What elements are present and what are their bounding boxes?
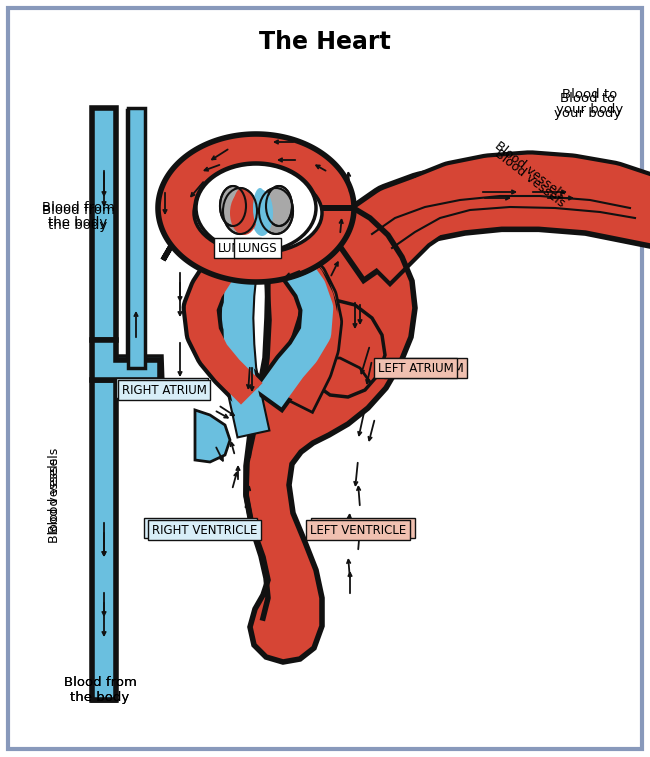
Ellipse shape [166, 145, 350, 281]
Ellipse shape [266, 186, 292, 226]
Ellipse shape [259, 188, 293, 234]
Text: The Heart: The Heart [259, 30, 391, 54]
Text: RIGHT VENTRICLE: RIGHT VENTRICLE [152, 524, 257, 537]
Ellipse shape [253, 188, 267, 228]
Polygon shape [93, 110, 115, 345]
Polygon shape [128, 108, 145, 368]
Text: LUNGS: LUNGS [218, 241, 257, 254]
Text: Blood vessels: Blood vessels [493, 139, 567, 201]
Text: LUNGS: LUNGS [238, 241, 278, 254]
Text: Blood from
the body: Blood from the body [42, 204, 114, 232]
Polygon shape [93, 345, 165, 380]
Text: LEFT ATRIUM: LEFT ATRIUM [378, 362, 454, 375]
Text: Blood vessels: Blood vessels [493, 147, 567, 210]
Text: Blood from
the body: Blood from the body [64, 676, 136, 704]
Text: LEFT ATRIUM: LEFT ATRIUM [388, 362, 463, 375]
Text: LEFT VENTRICLE: LEFT VENTRICLE [310, 524, 406, 537]
Text: Blood to
your body: Blood to your body [556, 88, 623, 116]
Polygon shape [292, 300, 385, 397]
Polygon shape [163, 202, 415, 662]
Polygon shape [127, 110, 143, 370]
Text: Blood to
your body: Blood to your body [554, 92, 621, 120]
Polygon shape [92, 340, 160, 380]
Ellipse shape [251, 190, 273, 236]
Polygon shape [92, 108, 116, 340]
Polygon shape [93, 380, 115, 700]
Polygon shape [92, 380, 116, 700]
Polygon shape [246, 202, 415, 662]
Polygon shape [195, 410, 230, 462]
Ellipse shape [196, 164, 316, 252]
Text: Blood vessels: Blood vessels [49, 447, 62, 533]
Text: Blood vessels: Blood vessels [49, 457, 62, 543]
Text: RIGHT ATRIUM: RIGHT ATRIUM [120, 382, 205, 394]
Ellipse shape [223, 188, 257, 234]
Ellipse shape [220, 186, 246, 226]
Ellipse shape [230, 191, 258, 235]
Ellipse shape [233, 188, 251, 228]
Text: Blood from
the body: Blood from the body [64, 676, 136, 704]
Polygon shape [158, 134, 354, 282]
Text: RIGHT ATRIUM: RIGHT ATRIUM [122, 384, 207, 397]
Text: RIGHT VENTRICLE: RIGHT VENTRICLE [148, 522, 254, 534]
Polygon shape [93, 340, 163, 385]
Text: Blood from
the body: Blood from the body [42, 201, 114, 229]
Text: LEFT VENTRICLE: LEFT VENTRICLE [315, 522, 411, 534]
Ellipse shape [194, 173, 322, 253]
